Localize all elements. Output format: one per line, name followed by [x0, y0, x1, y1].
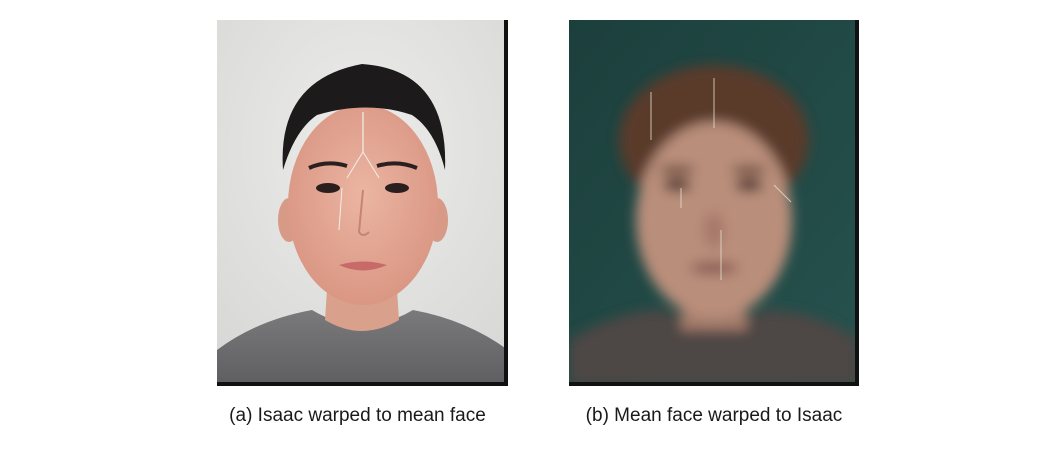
- portrait-photo-mean-face-warped: [569, 20, 859, 386]
- portrait-photo-isaac-warped: [217, 20, 508, 386]
- panel-caption: (b) Mean face warped to Isaac: [585, 405, 843, 426]
- panel-caption: (a) Isaac warped to mean face: [229, 405, 486, 426]
